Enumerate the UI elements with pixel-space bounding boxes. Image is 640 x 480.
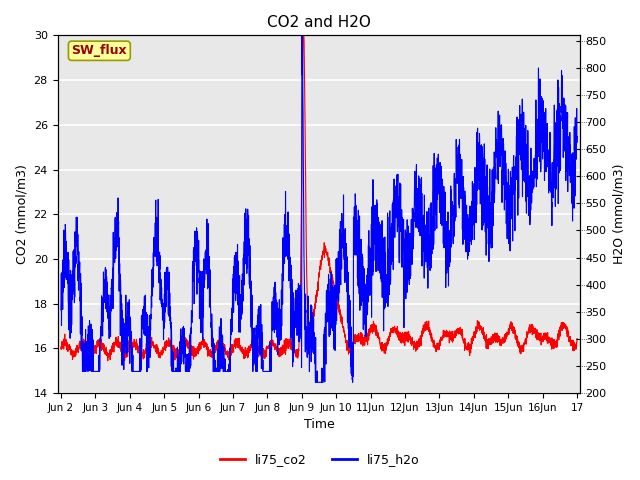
X-axis label: Time: Time [303,419,334,432]
Text: SW_flux: SW_flux [72,44,127,57]
Legend: li75_co2, li75_h2o: li75_co2, li75_h2o [215,448,425,471]
Y-axis label: CO2 (mmol/m3): CO2 (mmol/m3) [15,164,28,264]
Title: CO2 and H2O: CO2 and H2O [267,15,371,30]
Y-axis label: H2O (mmol/m3): H2O (mmol/m3) [612,164,625,264]
